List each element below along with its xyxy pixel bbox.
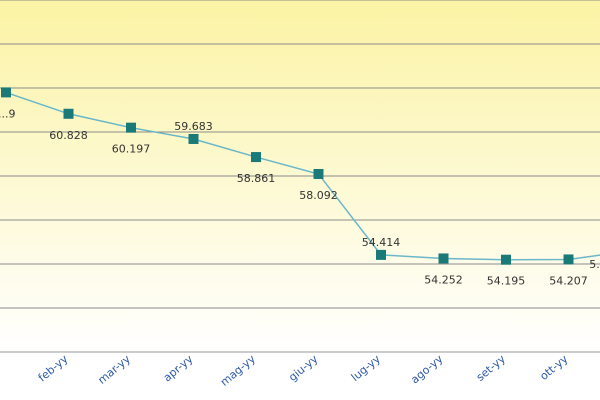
data-point (1, 87, 11, 98)
data-label: ...9 (0, 107, 16, 120)
x-axis: feb-yy mar-yy apr-yy mag-yy giu-yy lug-yy ago-… (0, 351, 600, 389)
data-label: 54.414 (362, 236, 401, 249)
x-tick-label: feb-yy (36, 352, 71, 384)
data-point (188, 133, 199, 144)
x-tick-label: mar-yy (95, 352, 133, 387)
data-point (563, 254, 574, 265)
data-label: 58.092 (299, 189, 338, 202)
data-point (313, 168, 324, 179)
data-point (251, 152, 261, 163)
data-label: 54.252 (424, 273, 463, 286)
data-label: 58.861 (237, 172, 276, 185)
data-point (376, 249, 386, 260)
data-point (63, 108, 74, 119)
x-tick-label: giu-yy (286, 352, 321, 384)
x-tick-label: ago-yy (408, 352, 445, 386)
data-point (126, 122, 136, 133)
data-label: 54.195 (487, 275, 526, 288)
data-label: 60.828 (49, 129, 88, 142)
x-tick-label: set-yy (474, 352, 508, 384)
data-label: 59.683 (174, 120, 213, 133)
x-tick-label: ott-yy (537, 352, 570, 383)
data-point (438, 253, 449, 264)
data-point (501, 254, 511, 265)
x-tick-label: nov-yy (596, 352, 600, 386)
x-tick-label: apr-yy (161, 352, 196, 384)
data-label: 54.207 (549, 274, 588, 287)
x-tick-label: mag-yy (218, 352, 258, 389)
data-markers (1, 87, 574, 265)
x-tick-label: lug-yy (349, 352, 384, 384)
data-labels: ...9 60.828 60.197 59.683 58.861 58.092 54.414… (0, 107, 600, 287)
data-label: 5... (589, 258, 600, 271)
data-label: 60.197 (112, 143, 151, 156)
